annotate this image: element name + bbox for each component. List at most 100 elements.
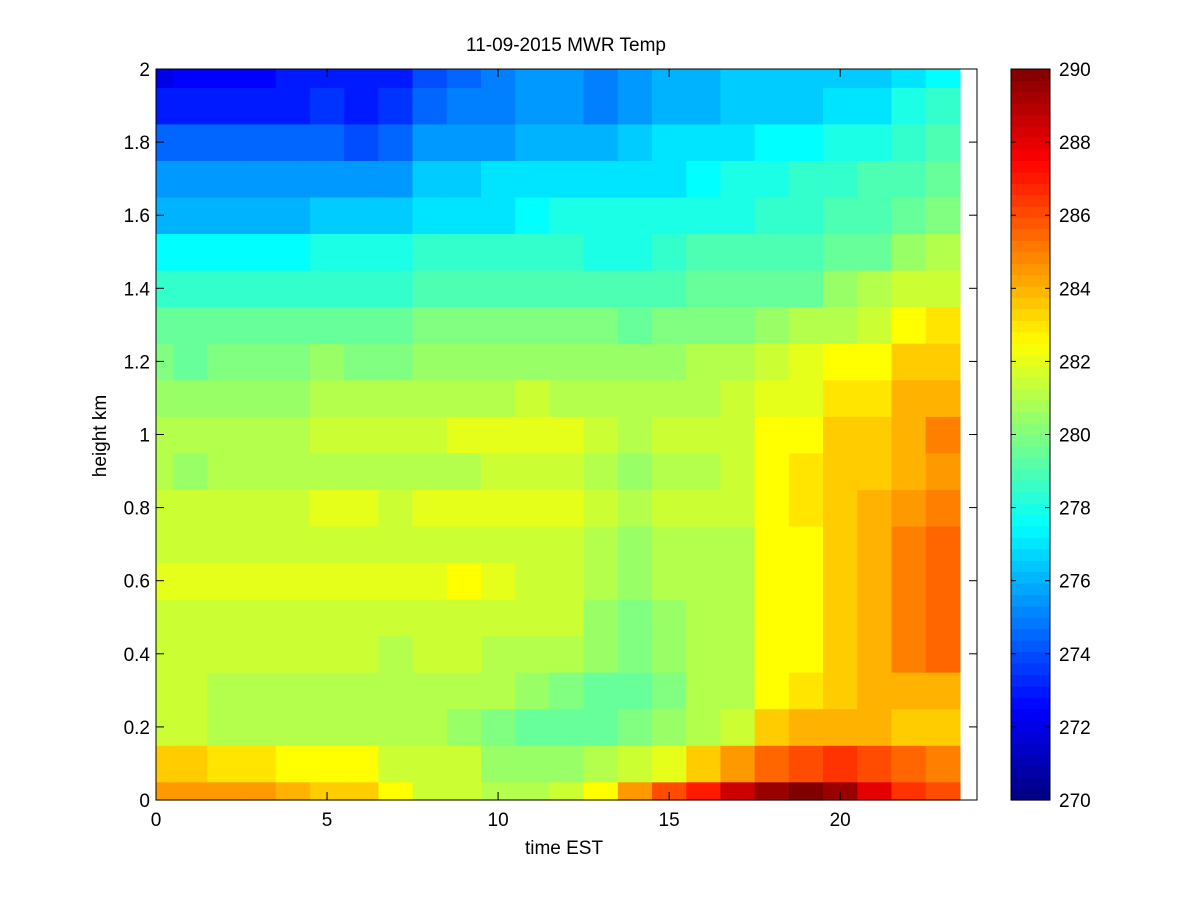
heatmap-cell: [378, 708, 414, 746]
colorbar-tick-label: 270: [1059, 791, 1091, 812]
heatmap-cell: [412, 196, 448, 235]
heatmap-cell: [823, 708, 858, 746]
heatmap-cell: [549, 489, 585, 527]
heatmap-cell: [788, 672, 824, 710]
heatmap-cell: [823, 416, 858, 454]
colorbar-level: [1011, 788, 1050, 801]
heatmap-cell: [720, 489, 756, 527]
heatmap-cell: [720, 87, 756, 125]
heatmap-cell: [241, 525, 277, 564]
heatmap-cell: [207, 87, 243, 125]
colorbar-level: [1011, 560, 1050, 573]
heatmap-cell: [617, 343, 653, 381]
heatmap-cell: [754, 270, 790, 308]
heatmap-cell: [720, 416, 756, 454]
heatmap-cell: [156, 562, 174, 600]
heatmap-cell: [857, 160, 893, 198]
heatmap-cell: [156, 69, 174, 88]
heatmap-cell: [344, 745, 379, 783]
heatmap-cell: [686, 708, 722, 746]
heatmap-cell: [378, 598, 414, 637]
heatmap-cell: [344, 196, 379, 235]
heatmap-cell: [156, 196, 174, 235]
heatmap-cell: [823, 270, 858, 308]
heatmap-cell: [583, 489, 619, 527]
heatmap-cell: [925, 196, 961, 235]
colorbar-level: [1011, 503, 1050, 516]
heatmap-cell: [344, 69, 379, 88]
heatmap-cell: [823, 306, 858, 344]
x-axis-ticks: 0 5 10 15 20: [151, 69, 851, 831]
heatmap-cell: [754, 635, 790, 673]
heatmap-cell: [446, 379, 482, 417]
heatmap-cell: [891, 745, 927, 783]
heatmap-cell: [446, 708, 482, 746]
heatmap-cell: [686, 416, 722, 454]
heatmap-cell: [173, 69, 208, 88]
heatmap-cell: [412, 745, 448, 783]
heatmap-cell: [754, 343, 790, 381]
heatmap-cell: [788, 708, 824, 746]
heatmap-cell: [309, 745, 345, 783]
heatmap-cell: [275, 306, 311, 344]
heatmap-cell: [156, 379, 174, 417]
heatmap-cell: [754, 708, 790, 746]
heatmap-cell: [788, 233, 824, 271]
heatmap-cell: [583, 672, 619, 710]
heatmap-cell: [515, 416, 550, 454]
heatmap-cell: [652, 635, 687, 673]
heatmap-cell: [446, 635, 482, 673]
heatmap-cell: [891, 489, 927, 527]
heatmap-cell: [412, 69, 448, 88]
heatmap-cell: [241, 708, 277, 746]
heatmap-cell: [686, 196, 722, 235]
heatmap-cell: [480, 306, 516, 344]
heatmap-cell: [549, 598, 585, 637]
heatmap-cell: [480, 379, 516, 417]
heatmap-cell: [241, 69, 277, 88]
colorbar-ticks: 270 272 274 276 278 280 282 284 286 288 290: [1011, 60, 1091, 812]
heatmap-cell: [275, 452, 311, 490]
x-axis-label: time EST: [525, 838, 604, 859]
heatmap-cell: [241, 672, 277, 710]
heatmap-cell: [686, 233, 722, 271]
heatmap-cell: [549, 562, 585, 600]
heatmap-cell: [309, 379, 345, 417]
heatmap-cell: [412, 452, 448, 490]
heatmap-cell: [686, 525, 722, 564]
heatmap-cell: [652, 196, 687, 235]
heatmap-cell: [857, 745, 893, 783]
colorbar-level: [1011, 662, 1050, 675]
heatmap-cell: [173, 343, 208, 381]
heatmap-cell: [275, 123, 311, 161]
heatmap-cell: [309, 69, 345, 88]
colorbar-level: [1011, 126, 1050, 139]
heatmap-cell: [857, 343, 893, 381]
colorbar-level: [1011, 548, 1050, 561]
heatmap-cell: [788, 416, 824, 454]
heatmap-cell: [156, 306, 174, 344]
heatmap-cell: [412, 160, 448, 198]
colorbar-level: [1011, 171, 1050, 184]
heatmap-cell: [823, 452, 858, 490]
heatmap-cell: [891, 87, 927, 125]
colorbar-level: [1011, 80, 1050, 93]
heatmap-cell: [617, 379, 653, 417]
heatmap-cell: [652, 416, 687, 454]
heatmap-cell: [720, 525, 756, 564]
heatmap-cell: [378, 123, 414, 161]
heatmap-cell: [891, 562, 927, 600]
heatmap-cell: [207, 123, 243, 161]
heatmap-cell: [754, 781, 790, 801]
heatmap-cell: [446, 123, 482, 161]
heatmap-cell: [788, 306, 824, 344]
heatmap-cell: [412, 416, 448, 454]
heatmap-cell: [275, 745, 311, 783]
heatmap-cell: [720, 598, 756, 637]
heatmap-cell: [207, 672, 243, 710]
heatmap-cell: [617, 562, 653, 600]
heatmap-cell: [446, 233, 482, 271]
heatmap-cell: [583, 87, 619, 125]
heatmap-cell: [617, 489, 653, 527]
heatmap-cell: [156, 635, 174, 673]
